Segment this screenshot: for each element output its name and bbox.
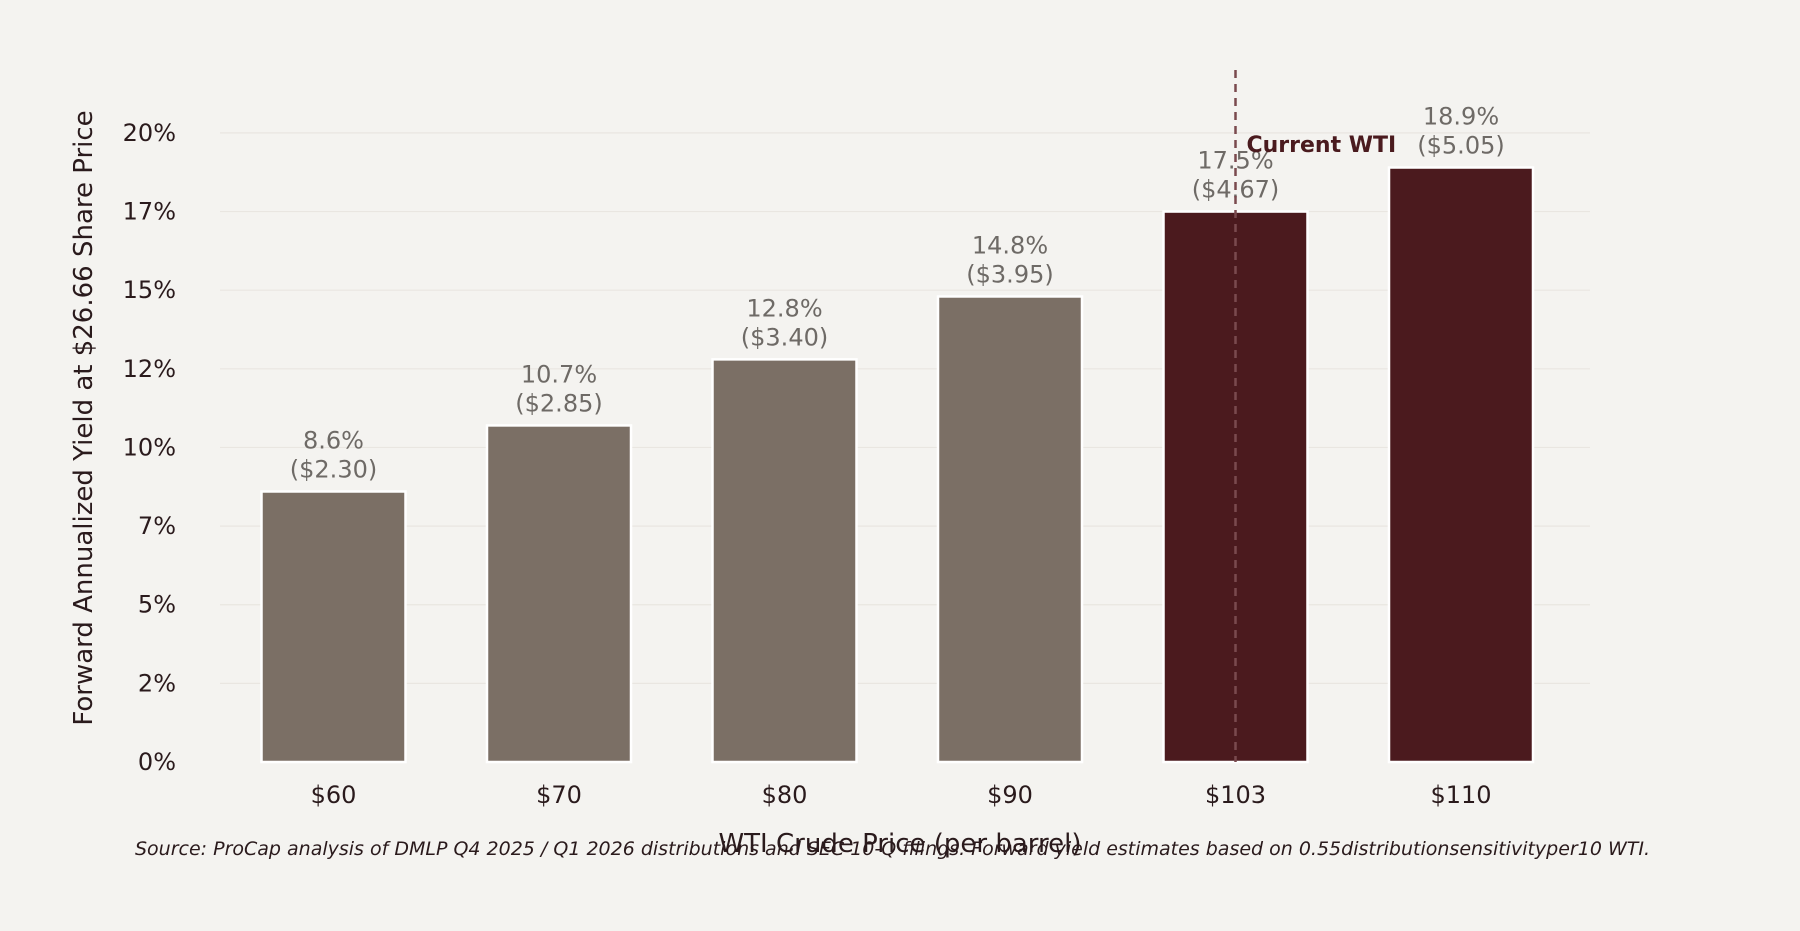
y-tick-label: 5% <box>138 591 176 619</box>
bar-70 <box>485 424 633 764</box>
y-axis-title: Forward Annualized Yield at $26.66 Share… <box>69 110 99 725</box>
x-tick-label: $80 <box>762 781 808 809</box>
y-tick-label: 20% <box>123 119 176 147</box>
bar-distribution-label: ($2.30) <box>290 455 377 483</box>
bar-110 <box>1387 166 1535 764</box>
bar-yield-label: 18.9% <box>1423 103 1499 131</box>
bar-80 <box>711 358 858 764</box>
x-axis-ticks: $60 $70 $80 $90 $103 $110 <box>311 781 1492 809</box>
bar-distribution-label: ($2.85) <box>515 389 602 417</box>
bar-distribution-label: ($3.95) <box>966 260 1053 288</box>
source-note: Source: ProCap analysis of DMLP Q4 2025 … <box>135 838 1650 860</box>
y-tick-label: 15% <box>123 276 176 304</box>
bar-value-labels: 8.6%($2.30) 10.7%($2.85) 12.8%($3.40) 14.8%… <box>290 103 1505 484</box>
bar-yield-label: 10.7% <box>521 360 597 388</box>
y-tick-label: 17% <box>123 198 176 226</box>
bar-90 <box>936 295 1084 764</box>
x-tick-label: $103 <box>1205 781 1266 809</box>
y-tick-label: 7% <box>138 512 176 540</box>
x-tick-label: $110 <box>1430 781 1491 809</box>
bar-distribution-label: ($5.05) <box>1417 132 1504 160</box>
y-tick-label: 12% <box>123 355 176 383</box>
x-tick-label: $90 <box>987 781 1033 809</box>
x-axis-title: WTI Crude Price (per barrel) <box>718 829 1081 859</box>
bar-yield-label: 8.6% <box>303 426 364 454</box>
bar-60 <box>260 490 407 764</box>
y-tick-label: 10% <box>123 433 176 461</box>
bars <box>260 166 1535 764</box>
y-tick-label: 0% <box>138 748 176 776</box>
bar-distribution-label: ($3.40) <box>741 323 828 351</box>
bar-103 <box>1162 210 1309 764</box>
current-wti-annotation: Current WTI <box>1234 70 1397 762</box>
bar-yield-label: 12.8% <box>746 294 822 322</box>
x-tick-label: $70 <box>536 781 582 809</box>
bar-yield-label: 14.8% <box>972 231 1048 259</box>
y-tick-label: 2% <box>138 669 176 697</box>
current-wti-label: Current WTI <box>1247 133 1397 158</box>
x-tick-label: $60 <box>311 781 357 809</box>
y-axis-ticks: 0% 2% 5% 7% 10% 12% 15% 17% 20% <box>123 119 176 776</box>
grid-lines <box>220 132 1590 684</box>
